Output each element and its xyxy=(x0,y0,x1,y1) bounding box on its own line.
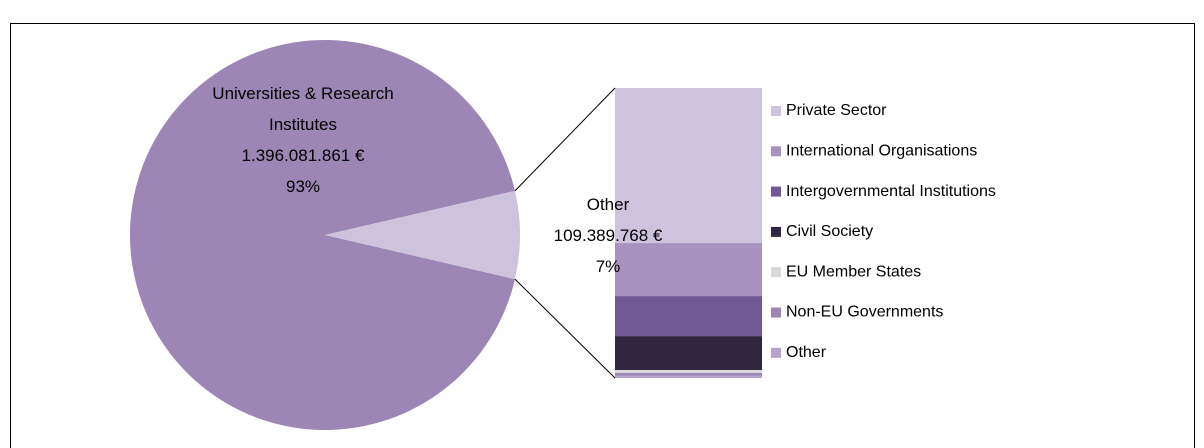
pie-slice xyxy=(130,40,515,430)
legend-swatch xyxy=(771,307,781,318)
bar-segment xyxy=(615,296,762,337)
legend-swatch xyxy=(771,186,781,197)
legend-label: Civil Society xyxy=(786,223,873,240)
legend-label: Private Sector xyxy=(786,102,887,119)
pie-label-percent: 93% xyxy=(285,177,321,196)
pie-label-name: Universities & Research Institutes xyxy=(212,84,394,134)
legend-swatch xyxy=(771,347,781,358)
bar-segment xyxy=(615,243,762,297)
pie-label-percent: 7% xyxy=(595,257,621,276)
legend-swatch xyxy=(771,267,781,278)
legend-swatch xyxy=(771,106,781,116)
legend-label: Intergovernmental Institutions xyxy=(786,183,996,200)
legend-swatch xyxy=(771,146,781,157)
bar-segment xyxy=(615,372,762,376)
legend-label: International Organisations xyxy=(786,143,977,160)
pie-label-value: 1.396.081.861 € xyxy=(241,146,365,165)
legend-swatch xyxy=(771,226,781,237)
connector-line xyxy=(514,87,616,192)
bar-segment xyxy=(615,370,762,373)
pie-label-name: Other xyxy=(586,195,630,214)
bar-segment xyxy=(615,336,762,371)
legend-label: Non-EU Governments xyxy=(786,304,943,321)
bar-segment xyxy=(615,375,762,378)
pie-slice xyxy=(325,190,521,280)
bar-segment xyxy=(615,88,762,244)
legend-label: Other xyxy=(786,344,827,361)
connector-line xyxy=(514,278,616,379)
pie-label-value: 109.389.768 € xyxy=(553,226,663,245)
legend-label: EU Member States xyxy=(786,263,921,280)
